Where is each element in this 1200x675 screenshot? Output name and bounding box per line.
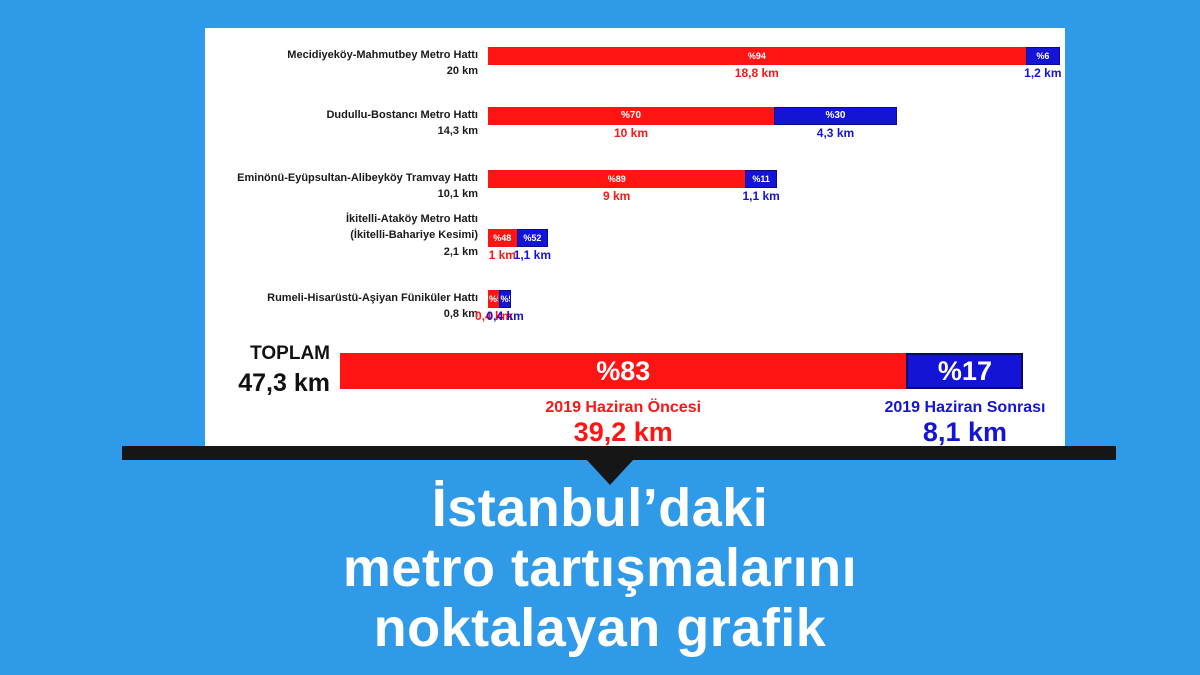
category-total: 14,3 km — [437, 125, 478, 137]
total-after-km: 8,1 km — [922, 417, 1007, 447]
km-label-after: 1,1 km — [513, 248, 551, 262]
category-sublabel: (İkitelli-Bahariye Kesimi) — [350, 229, 478, 241]
chart-panel: Mecidiyeköy-Mahmutbey Metro Hattı 20 km %9… — [205, 28, 1065, 458]
total-value: 47,3 km — [238, 369, 330, 397]
total-before-name: 2019 Haziran Öncesi — [545, 399, 702, 416]
km-label-after: 4,3 km — [816, 126, 855, 140]
total-bar-before: %83 — [340, 353, 907, 389]
km-label-after: 1,1 km — [742, 189, 780, 203]
km-label-before: 1 km — [488, 248, 516, 262]
headline-line-3: noktalayan grafik — [373, 598, 827, 658]
bar-segment-before: %94 — [488, 47, 1026, 65]
total-label: TOPLAM — [250, 343, 330, 364]
bar-segment-after: %30 — [774, 107, 897, 125]
category-label: Rumeli-Hisarüstü-Aşiyan Füniküler Hattı — [267, 292, 478, 304]
pointer-triangle — [586, 459, 634, 485]
bar-segment-after: %52 — [516, 229, 549, 247]
total-before-km: 39,2 km — [573, 417, 673, 447]
bar-segment-before: %70 — [488, 107, 774, 125]
km-label-before: 10 km — [613, 126, 649, 140]
km-label-before: 9 km — [603, 189, 631, 203]
category-total: 2,1 km — [443, 246, 478, 258]
total-bar-after: %17 — [906, 353, 1024, 389]
divider-bar — [122, 446, 1116, 460]
category-total: 20 km — [446, 65, 478, 77]
bar-segment-after: %11 — [745, 170, 777, 188]
km-label-before: 18,8 km — [734, 66, 779, 80]
km-label-after: 0,4 km — [486, 309, 524, 323]
km-label-after: 1,2 km — [1024, 66, 1062, 80]
category-label: Mecidiyeköy-Mahmutbey Metro Hattı — [287, 49, 478, 61]
category-label: Eminönü-Eyüpsultan-Alibeyköy Tramvay Hat… — [237, 172, 478, 184]
bar-segment-after: %6 — [1025, 47, 1060, 65]
total-after-name: 2019 Haziran Sonrası — [884, 399, 1046, 416]
category-label: İkitelli-Ataköy Metro Hattı — [345, 213, 478, 225]
category-total: 10,1 km — [437, 188, 478, 200]
bar-segment-before: %89 — [488, 170, 746, 188]
headline: İstanbul’daki metro tartışmalarını nokta… — [0, 478, 1200, 658]
km-label-before: 0,4 km — [475, 309, 513, 323]
headline-line-1: İstanbul’daki — [431, 478, 769, 538]
bar-segment-before: %48 — [488, 229, 517, 247]
bar-segment-after: %50 — [499, 290, 511, 308]
category-label: Dudullu-Bostancı Metro Hattı — [326, 109, 478, 121]
bar-segment-before: %50 — [488, 290, 500, 308]
headline-line-2: metro tartışmalarını — [342, 538, 858, 598]
category-total: 0,8 km — [443, 308, 478, 320]
